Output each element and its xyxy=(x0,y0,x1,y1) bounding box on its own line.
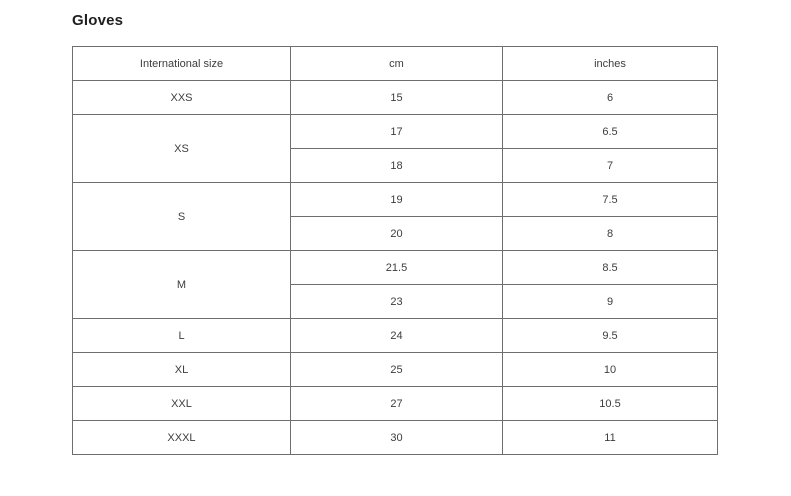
cm-cell: 25 xyxy=(290,352,503,387)
inches-cell: 8.5 xyxy=(502,250,718,285)
inches-cell: 7 xyxy=(502,148,718,183)
page-title: Gloves xyxy=(72,12,124,29)
table-row: XL 25 10 xyxy=(72,352,718,387)
table-row: XXS 15 6 xyxy=(72,80,718,115)
cm-cell: 27 xyxy=(290,386,503,421)
column-header-cm: cm xyxy=(290,46,503,81)
table-row: 23 9 xyxy=(73,284,718,319)
size-cell: M xyxy=(72,250,291,319)
size-cell: XXS xyxy=(72,80,291,115)
inches-cell: 6.5 xyxy=(502,114,718,149)
cm-cell: 20 xyxy=(290,216,503,251)
size-cell: XL xyxy=(72,352,291,387)
inches-cell: 10 xyxy=(502,352,718,387)
column-header-international-size: International size xyxy=(72,46,291,81)
inches-cell: 9 xyxy=(502,284,718,319)
table-row: XS 17 6.5 xyxy=(72,114,718,183)
cm-cell: 23 xyxy=(290,284,503,319)
table-row: XXXL 30 11 xyxy=(72,420,718,455)
cm-cell: 15 xyxy=(290,80,503,115)
inches-cell: 6 xyxy=(502,80,718,115)
cm-cell: 19 xyxy=(290,182,503,217)
cm-cell: 21.5 xyxy=(290,250,503,285)
table-row: XXL 27 10.5 xyxy=(72,386,718,421)
glove-table-body: XXS 15 6 XS 17 6.5 18 7 S 19 7.5 20 8 M 21.5 8.5 23 9 L 24 9… xyxy=(72,80,718,455)
table-header: International size cm inches xyxy=(72,46,718,81)
table-row: M 21.5 8.5 xyxy=(72,250,718,319)
size-cell: XS xyxy=(72,114,291,183)
glove-size-table: International size cm inches XXS 15 6 XS 17 6… xyxy=(72,46,718,455)
size-cell: S xyxy=(72,182,291,251)
table-row: 18 7 xyxy=(73,148,718,183)
inches-cell: 11 xyxy=(502,420,718,455)
column-header-inches: inches xyxy=(502,46,718,81)
cm-cell: 18 xyxy=(290,148,503,183)
inches-cell: 8 xyxy=(502,216,718,251)
cm-cell: 24 xyxy=(290,318,503,353)
page: Gloves International size cm inches XXS 1… xyxy=(72,12,718,455)
inches-cell: 7.5 xyxy=(502,182,718,217)
cm-cell: 30 xyxy=(290,420,503,455)
table-row: 20 8 xyxy=(73,216,718,251)
size-cell: XXL xyxy=(72,386,291,421)
inches-cell: 9.5 xyxy=(502,318,718,353)
size-cell: L xyxy=(72,318,291,353)
header-row: International size cm inches xyxy=(72,46,718,81)
cm-cell: 17 xyxy=(290,114,503,149)
inches-cell: 10.5 xyxy=(502,386,718,421)
table-row: L 24 9.5 xyxy=(72,318,718,353)
table-row: S 19 7.5 xyxy=(72,182,718,251)
size-cell: XXXL xyxy=(72,420,291,455)
